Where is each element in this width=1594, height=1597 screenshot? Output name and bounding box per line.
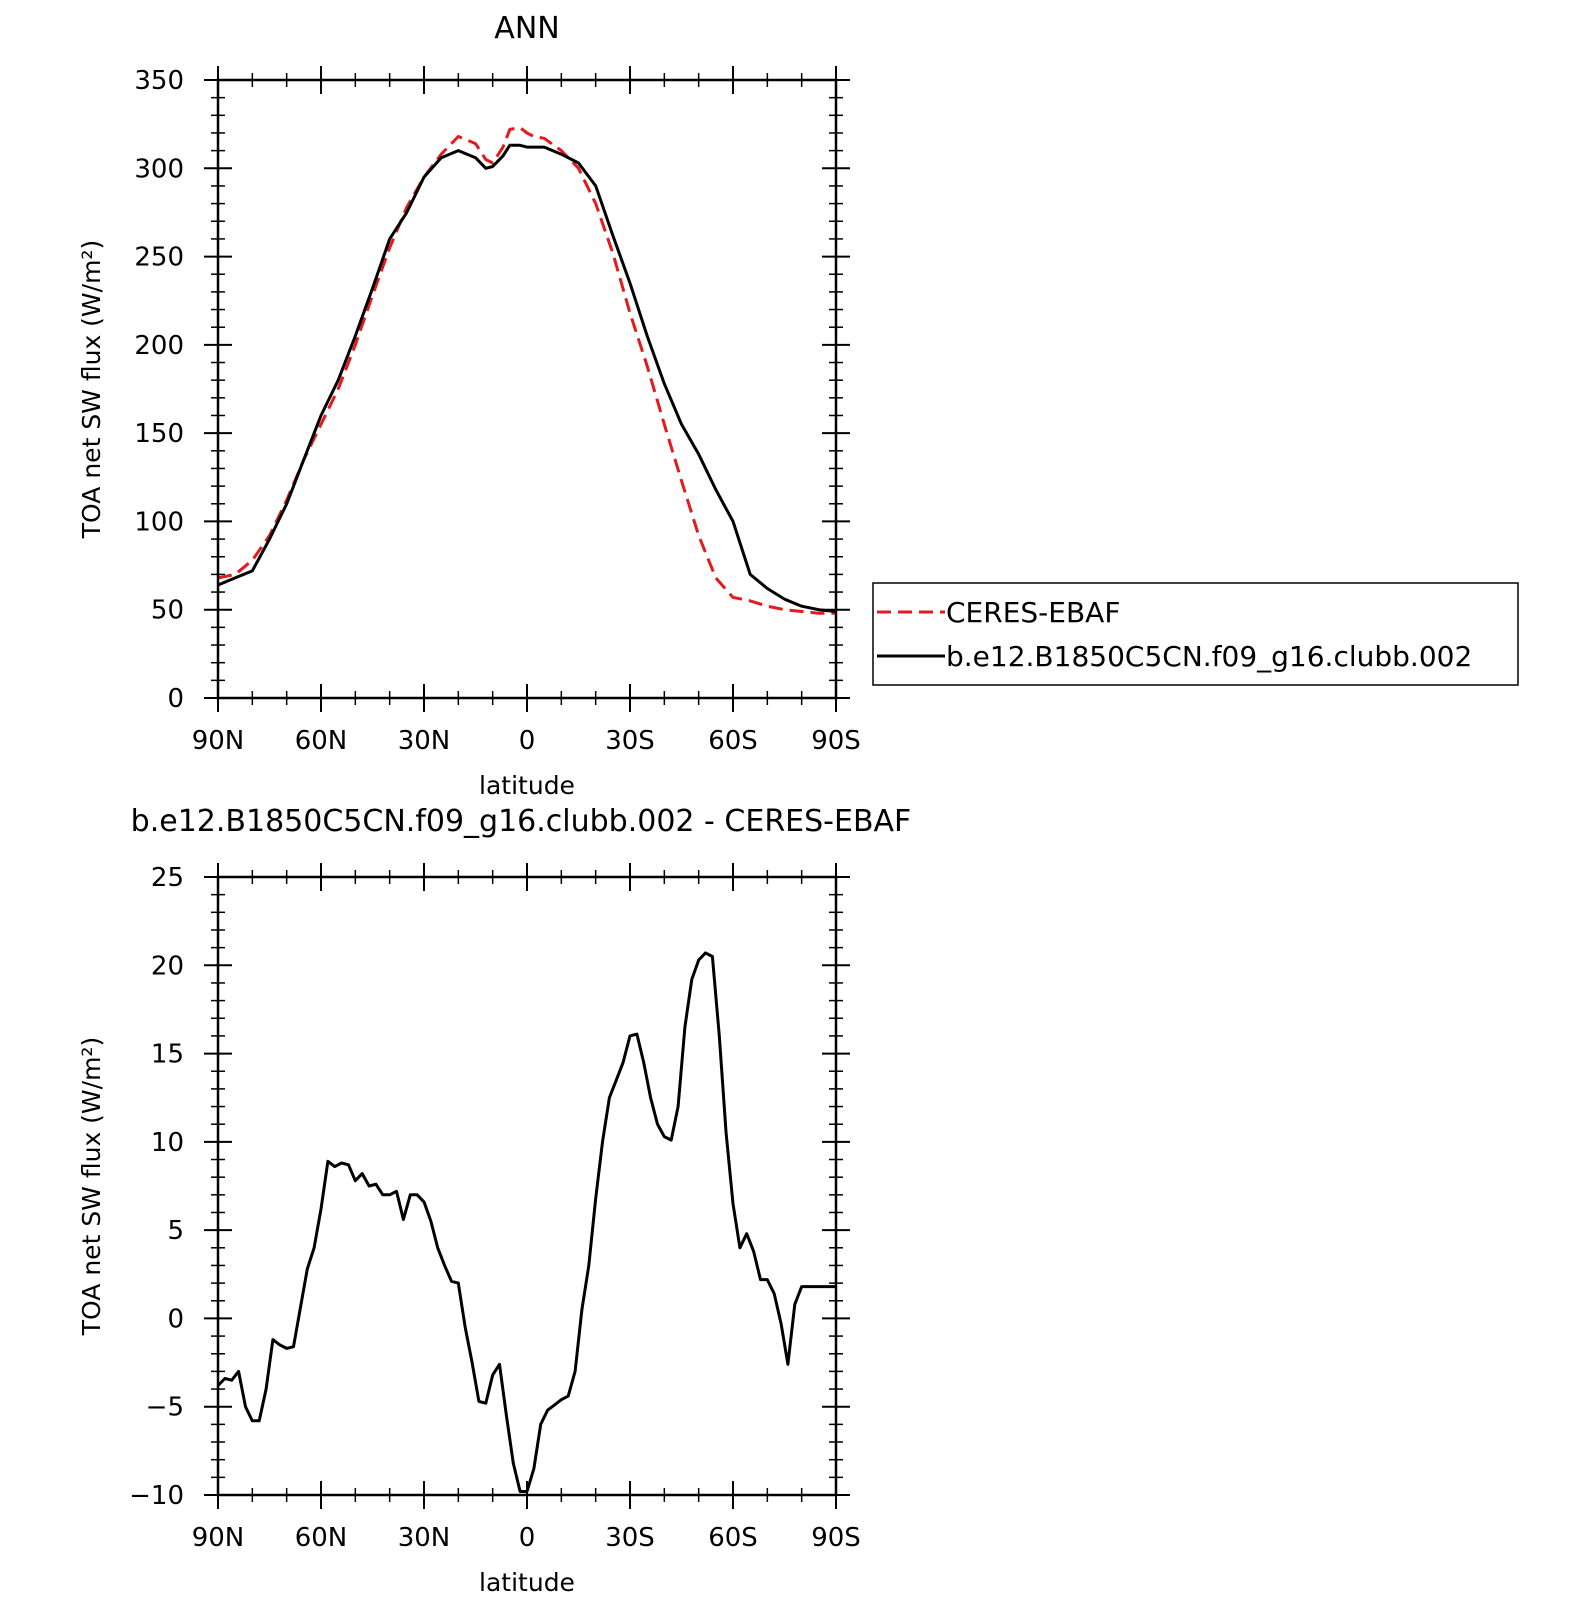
x-tick-label: 60S <box>708 726 758 756</box>
bottom-series-line-0 <box>216 951 836 1493</box>
x-tick-label: 60S <box>708 1523 758 1553</box>
bottom-panel: b.e12.B1850C5CN.f09_g16.clubb.002 - CERE… <box>77 804 911 1597</box>
bottom-panel-title: b.e12.B1850C5CN.f09_g16.clubb.002 - CERE… <box>131 804 912 839</box>
legend-box <box>872 582 1519 686</box>
top-panel-series <box>217 126 837 615</box>
top-series-line-0 <box>217 126 836 615</box>
y-tick-label: 0 <box>167 684 184 714</box>
y-tick-label: 20 <box>151 951 184 981</box>
x-tick-label: 30S <box>605 1523 655 1553</box>
y-tick-label: 5 <box>167 1216 184 1246</box>
y-tick-label: 25 <box>151 863 184 893</box>
y-tick-label: 250 <box>134 243 184 273</box>
y-tick-label: 50 <box>151 596 184 626</box>
legend: CERES-EBAF b.e12.B1850C5CN.f09_g16.clubb… <box>872 582 1519 686</box>
bottom-panel-x-axis-label: latitude <box>479 1568 575 1597</box>
top-panel-ticks: 90N 60N 30N 0 30S 60S 90S 0 50 100 150 200 250 300 350 <box>134 66 861 756</box>
x-tick-label: 90S <box>811 726 861 756</box>
x-tick-label: 90S <box>811 1523 861 1553</box>
y-tick-label: 15 <box>151 1040 184 1070</box>
top-series-line-1 <box>217 143 837 613</box>
y-tick-label: −10 <box>129 1481 184 1511</box>
y-tick-label: −5 <box>146 1393 184 1423</box>
y-tick-label: 10 <box>151 1128 184 1158</box>
x-tick-label: 90N <box>192 1523 245 1553</box>
top-panel: ANN TOA net SW flux (W/m²) latitude 90N 6… <box>77 11 861 800</box>
y-tick-label: 350 <box>134 66 184 96</box>
x-tick-label: 60N <box>295 726 348 756</box>
x-tick-label: 30S <box>605 726 655 756</box>
bottom-panel-y-axis-label: TOA net SW flux (W/m²) <box>77 1037 106 1336</box>
x-tick-label: 30N <box>398 726 451 756</box>
top-panel-title: ANN <box>494 11 559 46</box>
x-tick-label: 90N <box>192 726 245 756</box>
y-tick-label: 100 <box>134 507 184 537</box>
legend-label-ceres-ebaf: CERES-EBAF <box>946 596 1120 629</box>
legend-label-model: b.e12.B1850C5CN.f09_g16.clubb.002 <box>946 640 1472 673</box>
x-tick-label: 0 <box>519 1523 536 1553</box>
x-tick-label: 60N <box>295 1523 348 1553</box>
bottom-panel-frame <box>216 875 838 1497</box>
x-tick-label: 30N <box>398 1523 451 1553</box>
top-panel-x-axis-label: latitude <box>479 771 575 800</box>
y-tick-label: 200 <box>134 331 184 361</box>
top-panel-frame <box>216 78 838 700</box>
bottom-panel-ticks: 90N 60N 30N 0 30S 60S 90S −10 −5 0 5 10 15 20 25 <box>129 863 861 1553</box>
top-panel-y-axis-label: TOA net SW flux (W/m²) <box>77 240 106 539</box>
y-tick-label: 0 <box>167 1304 184 1334</box>
x-tick-label: 0 <box>519 726 536 756</box>
y-tick-label: 150 <box>134 419 184 449</box>
y-tick-label: 300 <box>134 154 184 184</box>
bottom-panel-series <box>216 951 836 1493</box>
